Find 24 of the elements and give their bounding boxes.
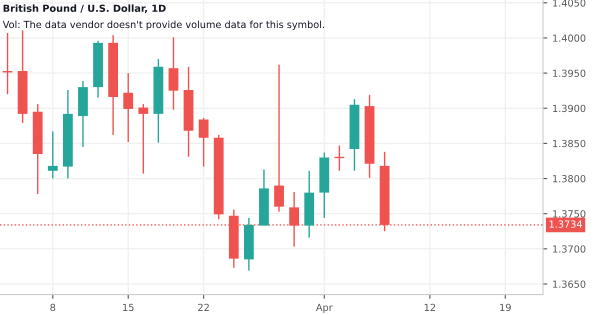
x-tick-label: Apr (316, 304, 333, 313)
candlestick (198, 117, 209, 168)
candlestick (2, 32, 12, 95)
ref-line-label: 1.3734 (550, 220, 582, 228)
y-tick-label: 1.4000 (553, 34, 586, 42)
annotation: Vol: The data vendor doesn't provide volume data for this symbol. (2, 20, 324, 30)
y-tick-label: 1.3900 (553, 104, 586, 112)
y-tick-label: 1.3950 (553, 70, 586, 77)
x-tick-label: 22 (198, 304, 209, 311)
x-tick-label: 8 (50, 304, 56, 312)
y-tick-label: 1.3800 (553, 175, 586, 182)
chart-title: British Pound / U.S. Dollar, 1D (4, 4, 166, 14)
y-tick-label: 1.3650 (553, 280, 586, 288)
candlestick (48, 130, 58, 180)
x-tick-label: 15 (123, 304, 134, 312)
y-tick-label: 1.3700 (553, 245, 586, 253)
candlestick (168, 36, 178, 110)
candlestick (274, 64, 284, 212)
y-tick-label: 1.3750 (553, 210, 586, 218)
candlestick (138, 103, 148, 174)
x-tick-label: 12 (424, 304, 436, 311)
candlestick (123, 72, 134, 143)
x-tick-label: 19 (500, 304, 511, 312)
y-tick-label: 1.3850 (553, 140, 586, 148)
